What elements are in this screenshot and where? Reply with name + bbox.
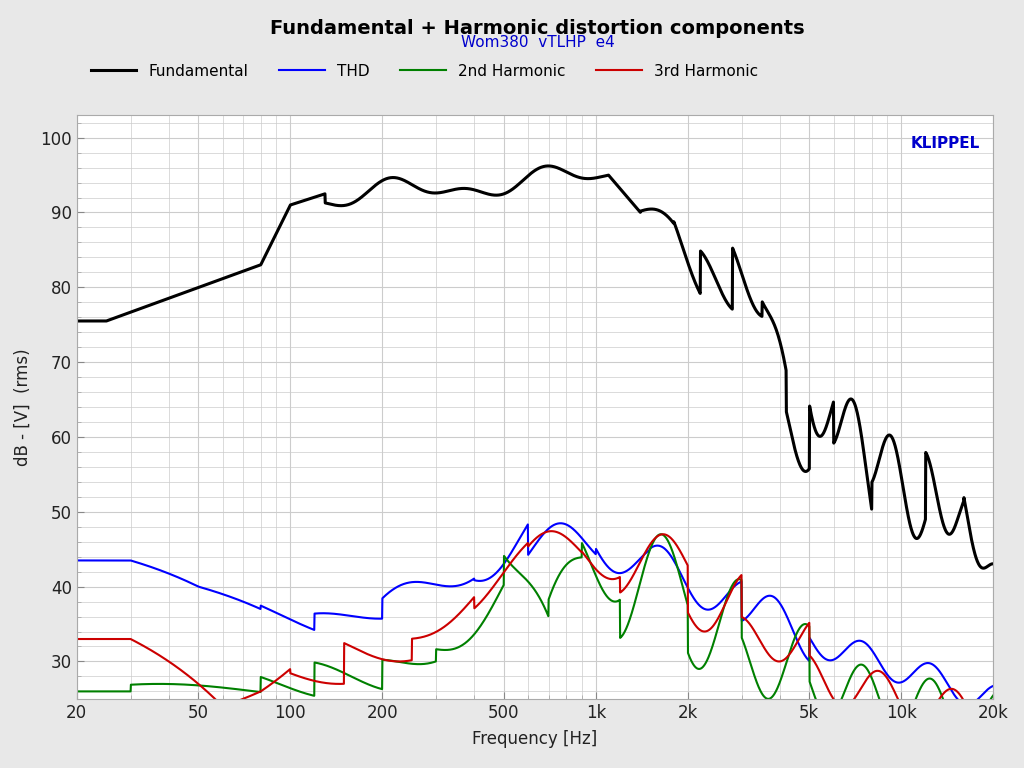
Fundamental (977, 564, 989, 573)
Line: 2nd Harmonic: 2nd Harmonic (77, 535, 993, 746)
Fundamental (870, 464, 883, 473)
3rd Harmonic (987, 738, 999, 747)
2nd Harmonic (959, 741, 972, 750)
Text: Fundamental + Harmonic distortion components: Fundamental + Harmonic distortion compon… (270, 19, 805, 38)
3rd Harmonic (422, 631, 434, 640)
THD (422, 578, 434, 588)
Y-axis label: dB - [V]  (rms): dB - [V] (rms) (14, 348, 32, 466)
3rd Harmonic (462, 600, 474, 609)
3rd Harmonic (970, 720, 982, 730)
2nd Harmonic (870, 687, 883, 697)
Fundamental (175, 289, 187, 298)
Fundamental (462, 184, 474, 194)
THD (229, 594, 242, 604)
Fundamental (987, 559, 999, 568)
Fundamental (422, 187, 434, 197)
2nd Harmonic (71, 687, 83, 696)
3rd Harmonic (175, 666, 187, 675)
THD (462, 578, 474, 587)
Line: 3rd Harmonic: 3rd Harmonic (77, 531, 993, 743)
3rd Harmonic (229, 697, 242, 707)
THD (175, 574, 187, 584)
2nd Harmonic (970, 729, 982, 738)
2nd Harmonic (654, 530, 667, 539)
Text: KLIPPEL: KLIPPEL (910, 136, 980, 151)
3rd Harmonic (71, 634, 83, 644)
Text: Wom380  vTLHP  e4: Wom380 vTLHP e4 (461, 35, 614, 50)
Fundamental (542, 161, 554, 170)
Line: Fundamental: Fundamental (77, 166, 993, 568)
THD (71, 556, 83, 565)
2nd Harmonic (987, 690, 999, 700)
2nd Harmonic (175, 680, 187, 689)
2nd Harmonic (462, 636, 474, 645)
3rd Harmonic (870, 666, 883, 675)
THD (870, 654, 883, 663)
THD (987, 681, 999, 690)
3rd Harmonic (985, 739, 997, 748)
THD (970, 697, 982, 706)
Fundamental (229, 270, 242, 279)
3rd Harmonic (545, 527, 557, 536)
2nd Harmonic (422, 659, 434, 668)
THD (962, 700, 974, 710)
X-axis label: Frequency [Hz]: Frequency [Hz] (472, 730, 598, 748)
Fundamental (970, 551, 982, 561)
Line: THD: THD (77, 523, 993, 705)
2nd Harmonic (229, 684, 242, 694)
Legend: Fundamental, THD, 2nd Harmonic, 3rd Harmonic: Fundamental, THD, 2nd Harmonic, 3rd Harm… (84, 58, 765, 84)
Fundamental (71, 316, 83, 326)
THD (554, 518, 566, 528)
